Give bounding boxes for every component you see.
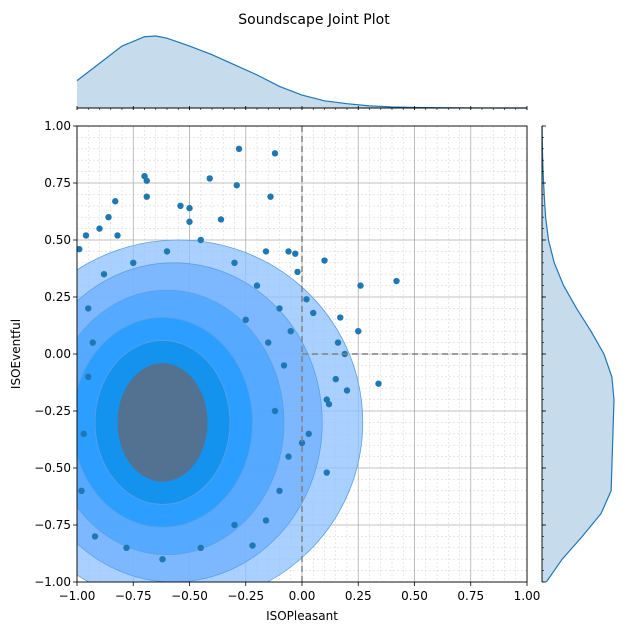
kde-core bbox=[117, 363, 208, 482]
scatter-point bbox=[265, 339, 272, 346]
x-tick-label: −0.75 bbox=[115, 589, 152, 603]
scatter-point bbox=[276, 487, 283, 494]
kde-contours bbox=[77, 239, 364, 582]
scatter-point bbox=[206, 175, 213, 182]
y-tick-label: 0.00 bbox=[44, 347, 71, 361]
marginal-right-density bbox=[541, 125, 615, 583]
scatter-point bbox=[143, 193, 150, 200]
scatter-point bbox=[334, 339, 342, 346]
scatter-point bbox=[357, 282, 364, 289]
scatter-point bbox=[159, 556, 166, 563]
x-axis-label: ISOPleasant bbox=[266, 609, 338, 623]
chart-title: Soundscape Joint Plot bbox=[238, 12, 390, 28]
scatter-point bbox=[186, 218, 193, 225]
x-tick-label: −0.25 bbox=[227, 589, 264, 603]
scatter-point bbox=[100, 271, 108, 278]
scatter-point bbox=[123, 544, 130, 551]
y-axis-label: ISOEventful bbox=[9, 319, 23, 389]
scatter-point bbox=[233, 182, 240, 189]
x-tick-label: 0.75 bbox=[457, 589, 484, 603]
scatter-point bbox=[267, 193, 274, 200]
scatter-point bbox=[114, 232, 121, 239]
scatter-point bbox=[375, 380, 382, 387]
scatter-point bbox=[249, 542, 256, 549]
scatter-point bbox=[235, 145, 243, 152]
scatter-point bbox=[231, 521, 238, 529]
scatter-point bbox=[280, 362, 288, 369]
y-tick-label: −1.00 bbox=[34, 575, 71, 589]
scatter-point bbox=[262, 248, 270, 255]
y-tick-label: 0.75 bbox=[44, 176, 71, 190]
scatter-point bbox=[177, 202, 184, 209]
scatter-point bbox=[303, 296, 310, 303]
scatter-point bbox=[355, 328, 362, 335]
scatter-point bbox=[112, 198, 119, 205]
scatter-point bbox=[77, 245, 83, 253]
x-tick-label: 0.50 bbox=[401, 589, 428, 603]
scatter-point bbox=[298, 439, 306, 447]
y-tick-label: 0.25 bbox=[44, 290, 71, 304]
scatter-point bbox=[217, 216, 225, 223]
y-tick-label: −0.50 bbox=[34, 461, 71, 475]
scatter-point bbox=[105, 214, 112, 221]
scatter-point bbox=[287, 328, 294, 335]
scatter-point bbox=[337, 314, 344, 321]
scatter-point bbox=[78, 487, 85, 494]
scatter-point bbox=[253, 282, 261, 289]
scatter-point bbox=[262, 517, 270, 524]
x-tick-label: −1.00 bbox=[59, 589, 96, 603]
scatter-point bbox=[85, 373, 92, 380]
scatter-point bbox=[197, 236, 204, 244]
scatter-point bbox=[294, 268, 301, 276]
marginal-top-density bbox=[76, 35, 527, 109]
scatter-point bbox=[80, 430, 87, 437]
scatter-point bbox=[85, 305, 92, 312]
scatter-point bbox=[271, 407, 279, 415]
scatter-point bbox=[96, 225, 103, 232]
scatter-point bbox=[163, 248, 171, 255]
scatter-point bbox=[321, 257, 328, 264]
scatter-point bbox=[285, 248, 292, 255]
scatter-point bbox=[242, 316, 249, 323]
x-tick-label: 1.00 bbox=[514, 589, 541, 603]
x-axis-ticks: −1.00 −0.75 −0.50 −0.25 0.00 0.25 0.50 0.75 1.00 bbox=[59, 106, 541, 603]
scatter-point bbox=[89, 339, 96, 346]
scatter-point bbox=[130, 259, 137, 266]
scatter-point bbox=[285, 453, 292, 460]
scatter-point bbox=[305, 430, 312, 437]
scatter-point bbox=[343, 387, 351, 394]
scatter-point bbox=[332, 375, 339, 383]
scatter-point bbox=[271, 150, 279, 157]
x-tick-label: 0.00 bbox=[289, 589, 316, 603]
scatter-point bbox=[393, 277, 400, 285]
scatter-point bbox=[323, 469, 330, 476]
scatter-point bbox=[91, 533, 99, 540]
y-tick-label: 0.50 bbox=[44, 233, 71, 247]
scatter-point bbox=[197, 544, 204, 551]
scatter-point bbox=[143, 177, 150, 184]
scatter-point bbox=[82, 232, 90, 239]
scatter-point bbox=[292, 250, 299, 257]
marginal-right-area bbox=[542, 126, 614, 582]
x-tick-label: −0.50 bbox=[171, 589, 208, 603]
scatter-point bbox=[276, 305, 283, 312]
marginal-right-line bbox=[541, 125, 615, 583]
y-tick-label: 1.00 bbox=[44, 119, 71, 133]
scatter-points bbox=[77, 145, 400, 563]
scatter-point bbox=[310, 309, 317, 317]
scatter-point bbox=[186, 204, 193, 212]
scatter-point bbox=[325, 400, 333, 408]
x-tick-label: 0.25 bbox=[345, 589, 372, 603]
reference-lines bbox=[301, 126, 527, 582]
marginal-top-area bbox=[77, 36, 527, 108]
scatter-point bbox=[231, 259, 238, 266]
y-tick-label: −0.25 bbox=[34, 404, 71, 418]
y-axis-ticks: −1.00 −0.75 −0.50 −0.25 0.00 0.25 0.50 0.75 1.00 bbox=[34, 119, 546, 589]
y-tick-label: −0.75 bbox=[34, 518, 71, 532]
